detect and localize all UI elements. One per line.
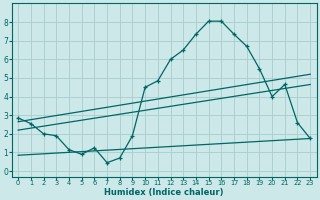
X-axis label: Humidex (Indice chaleur): Humidex (Indice chaleur) bbox=[104, 188, 224, 197]
